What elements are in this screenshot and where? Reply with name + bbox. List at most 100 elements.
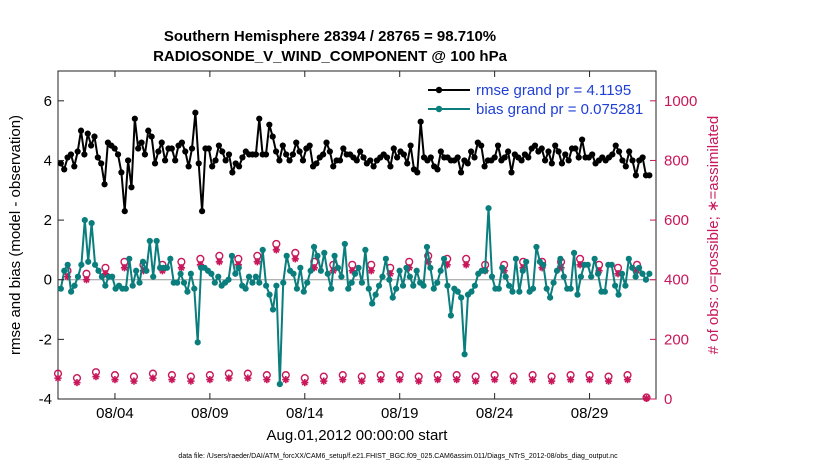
- bias-point: [269, 306, 277, 313]
- rmse-point: [209, 163, 216, 170]
- bias-point: [91, 261, 99, 268]
- obs-assimilated-point: [377, 376, 385, 384]
- bias-point: [304, 279, 311, 286]
- rmse-point: [299, 157, 307, 164]
- bias-point: [399, 282, 407, 289]
- rmse-point: [491, 154, 498, 161]
- obs-assimilated-point: [415, 377, 423, 385]
- obs-assimilated-point: [434, 376, 442, 384]
- obs-assimilated-point: [623, 376, 632, 384]
- bias-point: [256, 279, 263, 286]
- obs-assimilated-point: [272, 246, 280, 254]
- obs-assimilated-point: [206, 376, 214, 384]
- rmse-point: [266, 121, 273, 128]
- rmse-point: [151, 160, 159, 167]
- obs-assimilated-point: [339, 376, 347, 384]
- obs-assimilated-point: [301, 379, 309, 387]
- x-tick-label: 08/19: [381, 405, 419, 422]
- rmse-point: [646, 172, 653, 179]
- rmse-point: [215, 142, 223, 149]
- bias-point: [509, 288, 516, 295]
- rmse-point: [57, 160, 64, 167]
- rmse-point: [145, 127, 152, 134]
- rmse-point: [525, 154, 532, 161]
- bias-point: [174, 279, 181, 286]
- rmse-point: [225, 151, 233, 158]
- rmse-series: [57, 109, 653, 215]
- rmse-point: [77, 127, 85, 134]
- rmse-point: [256, 115, 263, 122]
- bias-point: [352, 270, 359, 277]
- obs-assimilated-point: [367, 267, 375, 275]
- bias-point: [635, 264, 643, 271]
- rmse-point: [185, 163, 192, 170]
- rmse-point: [353, 157, 360, 164]
- rmse-point: [629, 157, 636, 164]
- rmse-point: [141, 151, 149, 158]
- rmse-point: [552, 142, 559, 149]
- rmse-point: [323, 139, 330, 146]
- obs-assimilated-point: [491, 376, 499, 384]
- bias-point: [85, 258, 92, 265]
- rmse-point: [262, 151, 270, 158]
- bias-point: [314, 252, 321, 259]
- rmse-point: [471, 154, 478, 161]
- y-tick-label-right: 1000: [664, 93, 697, 110]
- bias-point: [485, 205, 492, 212]
- rmse-point: [222, 157, 229, 164]
- bias-point: [88, 219, 95, 227]
- y-tick-label-left: 6: [44, 93, 52, 110]
- rmse-point: [360, 154, 367, 161]
- bias-point: [440, 255, 448, 262]
- rmse-point: [135, 145, 142, 152]
- rmse-point: [235, 163, 243, 170]
- rmse-point: [531, 142, 539, 149]
- bias-point: [252, 273, 259, 280]
- rmse-point: [155, 148, 162, 155]
- footer-data-file: data file: /Users/raeder/DAI/ATM_forcXX/…: [178, 453, 618, 460]
- bias-point: [317, 267, 324, 274]
- bias-point: [403, 264, 410, 271]
- rmse-point: [548, 160, 555, 167]
- bias-point: [420, 282, 427, 289]
- rmse-point: [562, 151, 569, 158]
- rmse-point: [205, 145, 212, 152]
- obs-assimilated-point: [358, 377, 366, 385]
- rmse-point: [158, 139, 165, 146]
- bias-point: [259, 246, 266, 254]
- rmse-point: [481, 163, 488, 170]
- bias-point: [208, 270, 215, 277]
- rmse-point: [336, 157, 344, 164]
- bias-point: [386, 276, 393, 283]
- bias-point: [283, 252, 290, 259]
- bias-point: [235, 264, 242, 271]
- bias-point: [331, 252, 338, 259]
- obs-assimilated-point: [453, 376, 461, 384]
- y-tick-label-right: 200: [664, 331, 689, 348]
- bias-point: [293, 285, 301, 292]
- rmse-point: [125, 157, 132, 164]
- rmse-point: [340, 145, 347, 152]
- rmse-point: [172, 157, 179, 164]
- bias-point: [78, 261, 85, 268]
- bias-point: [505, 282, 513, 289]
- bias-point: [447, 312, 455, 319]
- rmse-point: [400, 151, 407, 158]
- bias-point: [338, 273, 345, 280]
- rmse-point: [131, 115, 138, 122]
- rmse-point: [252, 151, 259, 158]
- rmse-point: [195, 160, 202, 167]
- y-tick-label-left: 4: [44, 152, 52, 169]
- rmse-point: [370, 163, 377, 170]
- bias-point: [126, 255, 133, 262]
- rmse-point: [619, 157, 626, 164]
- rmse-point: [545, 148, 552, 155]
- y-tick-label-right: 800: [664, 152, 689, 169]
- bias-point: [502, 273, 509, 280]
- bias-point: [321, 249, 328, 256]
- bias-point: [612, 282, 619, 289]
- rmse-point: [88, 142, 95, 149]
- rmse-point: [138, 139, 145, 146]
- rmse-point: [478, 142, 485, 149]
- bias-point: [570, 249, 578, 256]
